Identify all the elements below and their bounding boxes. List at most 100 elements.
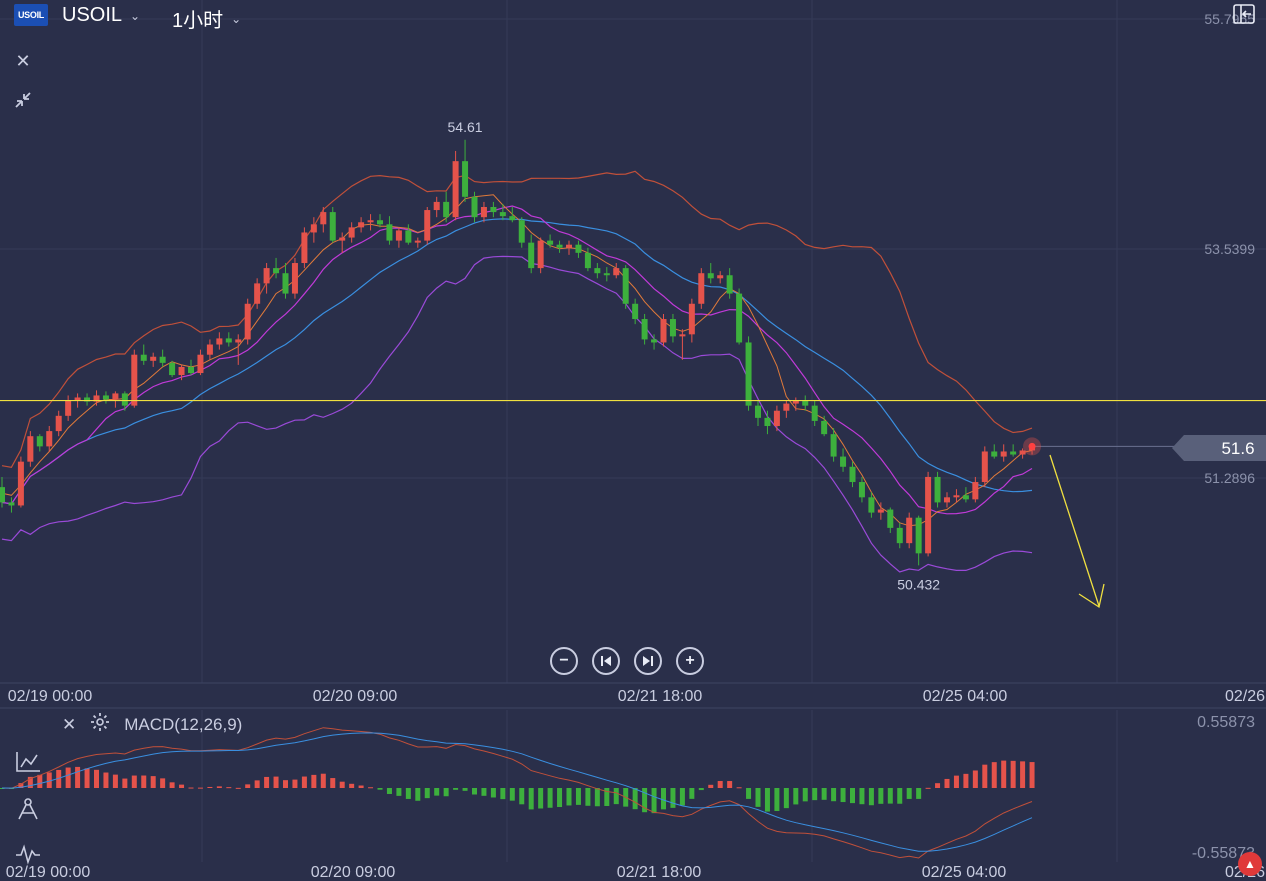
candle <box>405 230 412 243</box>
chevron-down-icon: ⌄ <box>130 8 141 23</box>
macd-bar <box>708 784 714 788</box>
wave-icon[interactable] <box>14 842 42 866</box>
bollinger-upper <box>1 170 1033 468</box>
alert-icon[interactable]: ▲ <box>1238 852 1262 876</box>
macd-bar <box>698 788 704 791</box>
macd-bar <box>415 788 421 801</box>
macd-bar <box>632 788 638 810</box>
macd-bar <box>1029 762 1035 788</box>
ma20-line <box>1 218 1033 505</box>
candle <box>858 482 865 498</box>
zoom-in-icon[interactable]: + <box>676 647 704 675</box>
forecast-arrow <box>1049 454 1100 607</box>
candle <box>613 268 620 276</box>
candle <box>433 201 440 211</box>
sidebar-toggle-icon[interactable] <box>1232 3 1256 25</box>
macd-bar <box>774 788 780 812</box>
macd-bar <box>679 788 685 806</box>
ma5-line <box>1 194 1033 527</box>
candle <box>736 293 743 343</box>
candle <box>906 517 913 544</box>
macd-bar <box>651 788 657 814</box>
candle <box>216 338 223 345</box>
step-back-icon[interactable] <box>592 647 620 675</box>
timeframe-selector[interactable]: 1小时 ⌄ <box>172 4 241 33</box>
macd-bar <box>330 778 336 788</box>
candle <box>471 196 478 218</box>
candle <box>84 397 91 402</box>
macd-header: ✕ MACD(12,26,9) <box>62 712 242 737</box>
macd-bar <box>358 785 364 788</box>
candle <box>414 240 421 243</box>
candle <box>65 400 72 416</box>
macd-bar <box>916 788 922 799</box>
macd-bar <box>878 788 884 804</box>
candle <box>981 451 988 483</box>
candle <box>726 275 733 294</box>
candle <box>773 410 780 427</box>
candle <box>150 356 157 361</box>
candle <box>301 232 308 264</box>
candle <box>622 268 629 304</box>
macd-bar <box>490 788 496 798</box>
macd-bar <box>46 772 52 788</box>
macd-bar <box>245 784 251 788</box>
macd-bar <box>339 781 345 788</box>
candle <box>74 397 81 401</box>
macd-bar <box>37 774 43 788</box>
drawing-icon[interactable] <box>14 797 42 821</box>
candle <box>877 509 884 513</box>
macd-bar <box>292 779 298 788</box>
macd-x-tick-label: 02/19 00:00 <box>6 864 91 881</box>
candle <box>887 509 894 528</box>
macd-x-tick-label: 02/20 09:00 <box>311 864 396 881</box>
close-icon[interactable]: ✕ <box>15 51 31 71</box>
macd-bar <box>991 762 997 788</box>
macd-bar <box>368 787 374 789</box>
candle <box>273 268 280 274</box>
macd-bar <box>481 788 487 796</box>
x-tick-label: 02/25 04:00 <box>923 688 1008 705</box>
candle <box>159 356 166 363</box>
grid <box>0 0 1266 862</box>
macd-bar <box>462 788 468 791</box>
high-annotation: 54.61 <box>448 119 483 135</box>
candle <box>868 497 875 513</box>
candle <box>121 393 128 406</box>
candle <box>178 366 185 376</box>
zoom-out-icon[interactable]: − <box>550 647 578 675</box>
macd-bar <box>264 776 270 788</box>
symbol-selector[interactable]: USOIL ⌄ <box>62 4 140 27</box>
candle <box>669 319 676 337</box>
candle <box>462 161 469 197</box>
macd-bar <box>953 775 959 788</box>
collapse-icon[interactable] <box>12 90 34 113</box>
macd-bar <box>538 788 544 809</box>
candle <box>830 434 837 457</box>
close-icon[interactable]: ✕ <box>62 714 77 734</box>
candle <box>499 212 506 217</box>
candle <box>821 420 828 435</box>
candle <box>244 303 251 340</box>
x-tick-label: 02/20 09:00 <box>313 688 398 705</box>
macd-bar <box>179 784 185 788</box>
settings-icon[interactable] <box>90 712 110 737</box>
candle <box>480 206 487 218</box>
macd-bar <box>311 774 317 788</box>
candle <box>1010 451 1017 455</box>
macd-bar <box>850 788 855 804</box>
step-forward-icon[interactable] <box>634 647 662 675</box>
macd-bar <box>944 778 950 788</box>
macd-bar <box>972 770 978 788</box>
candle <box>537 240 544 269</box>
candle <box>8 502 15 506</box>
candle <box>896 527 903 544</box>
overlay <box>0 399 1266 609</box>
macd-bar <box>94 769 99 788</box>
indicator-icon[interactable] <box>14 750 42 774</box>
candle <box>849 466 856 483</box>
macd-bar <box>349 783 355 788</box>
macd-bar <box>1001 760 1007 788</box>
macd-bar <box>112 774 118 788</box>
